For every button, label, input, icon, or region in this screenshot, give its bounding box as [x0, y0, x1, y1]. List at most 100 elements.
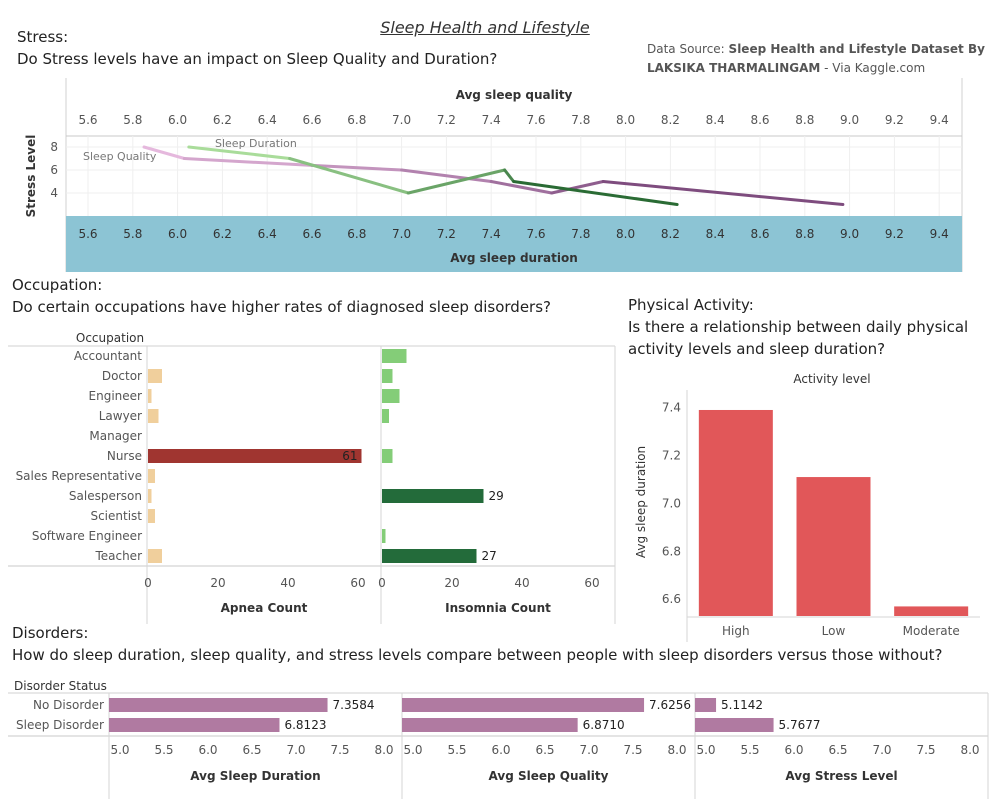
apnea-x-tick-label: 40	[280, 576, 295, 590]
disorder-x-tick-label: 6.0	[491, 743, 510, 757]
bottom-x-tick-label: 8.2	[661, 227, 680, 241]
bottom-x-tick-label: 8.6	[750, 227, 769, 241]
activity-heading: Physical Activity:	[628, 296, 754, 314]
bottom-x-tick-label: 8.8	[795, 227, 814, 241]
source-suffix: - Via Kaggle.com	[820, 61, 926, 75]
occupation-label: Teacher	[94, 549, 142, 563]
disorder-x-tick-label: 6.5	[242, 743, 261, 757]
top-x-tick-label: 6.6	[302, 113, 321, 127]
apnea-bar	[148, 549, 162, 563]
insomnia-x-tick-label: 0	[378, 576, 386, 590]
activity-y-tick-label: 7.0	[662, 496, 681, 510]
top-x-tick-label: 6.4	[258, 113, 277, 127]
stress-question: Do Stress levels have an impact on Sleep…	[17, 50, 498, 68]
series-sleep-quality-segment	[182, 157, 314, 167]
top-x-tick-label: 5.8	[123, 113, 142, 127]
activity-x-tick-label: Moderate	[903, 624, 960, 638]
disorder-status-label: No Disorder	[33, 698, 104, 712]
activity-y-axis-label: Avg sleep duration	[634, 446, 648, 558]
insomnia-bar	[382, 369, 393, 383]
bottom-axis-label: Avg sleep duration	[450, 251, 578, 265]
top-x-tick-label: 7.2	[437, 113, 456, 127]
disorders-bar-chart[interactable]: Disorder Status No Disorder Sleep Disorder…	[0, 676, 999, 799]
occupation-label: Salesperson	[69, 489, 142, 503]
y-axis-label: Stress Level	[24, 135, 38, 218]
stress-line-chart[interactable]: Avg sleep quality 5.6 5.8 6.0 6.2 6.4 6.6 6.8 7.…	[0, 78, 999, 274]
disorder-status-header: Disorder Status	[14, 679, 107, 693]
insomnia-value-label: 27	[482, 549, 497, 563]
bottom-x-tick-label: 7.0	[392, 227, 411, 241]
top-x-tick-label: 5.6	[78, 113, 97, 127]
top-x-tick-label: 9.4	[930, 113, 949, 127]
top-x-tick-label: 6.8	[347, 113, 366, 127]
top-x-tick-label: 9.0	[840, 113, 859, 127]
activity-bar-chart[interactable]: Activity level 7.4 7.2 7.0 6.8 6.6 Avg sleep d…	[620, 366, 999, 642]
disorder-bar-avg-stress-level	[695, 698, 717, 712]
disorder-x-tick-label: 5.0	[110, 743, 129, 757]
top-axis-label: Avg sleep quality	[456, 88, 573, 102]
bottom-x-tick-label: 5.6	[78, 227, 97, 241]
disorder-value-label: 5.7677	[779, 718, 821, 732]
top-x-tick-label: 8.8	[795, 113, 814, 127]
occupation-bar-chart[interactable]: Occupation Accountant Doctor Engineer Lawyer…	[0, 328, 620, 624]
disorder-axis-title: Avg Sleep Duration	[190, 769, 320, 783]
activity-chart-title: Activity level	[793, 372, 870, 386]
series-label-sleep-quality: Sleep Quality	[83, 150, 157, 163]
disorder-x-tick-label: 8.0	[667, 743, 686, 757]
occupation-heading: Occupation:	[12, 276, 103, 294]
bottom-x-tick-label: 6.4	[258, 227, 277, 241]
apnea-axis-title: Apnea Count	[221, 601, 308, 615]
series-sleep-duration-segment	[503, 168, 516, 183]
top-x-tick-label: 9.2	[885, 113, 904, 127]
activity-bar-high	[698, 409, 773, 616]
activity-question-line1: Is there a relationship between daily ph…	[628, 318, 969, 336]
disorder-bar-avg-sleep-duration	[109, 718, 280, 732]
series-sleep-duration-segment	[288, 157, 410, 195]
top-x-tick-label: 6.0	[168, 113, 187, 127]
occupation-label: Sales Representative	[16, 469, 142, 483]
disorder-x-tick-label: 6.0	[784, 743, 803, 757]
series-sleep-quality-segment	[601, 180, 845, 206]
disorder-value-label: 5.1142	[721, 698, 763, 712]
activity-x-tick-label: Low	[822, 624, 846, 638]
disorder-x-tick-label: 7.5	[623, 743, 642, 757]
bottom-x-tick-label: 7.2	[437, 227, 456, 241]
series-sleep-quality-segment	[310, 163, 404, 172]
series-label-sleep-duration: Sleep Duration	[215, 137, 297, 150]
disorder-bar-avg-sleep-quality	[402, 698, 645, 712]
source-name: Sleep Health and Lifestyle Dataset By LA…	[647, 42, 985, 75]
occupation-label: Accountant	[74, 349, 142, 363]
series-sleep-quality-segment	[400, 168, 493, 183]
stress-heading: Stress:	[17, 28, 69, 46]
bottom-x-tick-label: 9.0	[840, 227, 859, 241]
occupation-label: Lawyer	[99, 409, 142, 423]
disorder-x-tick-label: 7.5	[916, 743, 935, 757]
apnea-bar	[148, 409, 159, 423]
insomnia-value-label: 29	[489, 489, 504, 503]
disorder-value-label: 6.8710	[583, 718, 625, 732]
top-x-tick-label: 7.0	[392, 113, 411, 127]
disorder-x-tick-label: 7.0	[579, 743, 598, 757]
bottom-x-tick-label: 5.8	[123, 227, 142, 241]
occupation-question: Do certain occupations have higher rates…	[12, 298, 552, 316]
disorder-bar-avg-sleep-duration	[109, 698, 328, 712]
data-source[interactable]: Data Source: Sleep Health and Lifestyle …	[647, 40, 992, 78]
disorder-x-tick-label: 8.0	[374, 743, 393, 757]
source-prefix: Data Source:	[647, 42, 729, 56]
disorders-question: How do sleep duration, sleep quality, an…	[12, 646, 943, 664]
disorder-x-tick-label: 7.0	[286, 743, 305, 757]
disorder-bar-avg-stress-level	[695, 718, 774, 732]
occupation-header: Occupation	[76, 331, 144, 345]
insomnia-bar	[382, 349, 407, 363]
y-tick-label: 6	[50, 163, 58, 177]
dashboard-title: Sleep Health and Lifestyle	[380, 18, 590, 37]
disorder-x-tick-label: 6.5	[535, 743, 554, 757]
apnea-x-tick-label: 20	[210, 576, 225, 590]
occupation-label: Manager	[89, 429, 142, 443]
insomnia-bar	[382, 529, 386, 543]
apnea-bar	[148, 489, 152, 503]
series-sleep-quality-segment	[550, 180, 605, 195]
insomnia-bar	[382, 389, 400, 403]
series-sleep-duration-segment	[512, 180, 679, 206]
insomnia-axis-title: Insomnia Count	[445, 601, 551, 615]
